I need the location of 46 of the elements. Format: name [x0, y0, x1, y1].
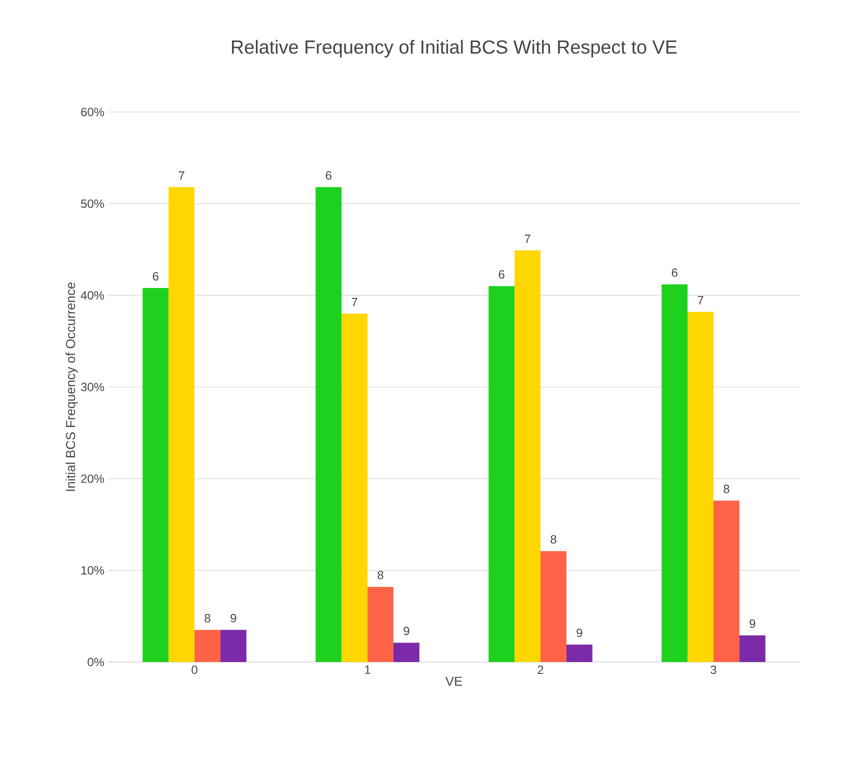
bar — [142, 288, 169, 662]
text: 7 — [524, 234, 530, 243]
bar — [566, 644, 592, 662]
text: 9 — [576, 628, 582, 638]
y-tick-label: 40% — [80, 291, 104, 300]
x-axis-title: VE — [445, 676, 462, 686]
x-tick-label: 1 — [365, 666, 370, 674]
y-tick-label: 30% — [81, 382, 104, 392]
text: 6 — [326, 171, 332, 180]
bar — [662, 284, 688, 662]
bar — [714, 500, 740, 662]
chart-title: Relative Frequency of Initial BCS With Respect to VE — [232, 40, 677, 58]
bar — [220, 630, 246, 662]
text: 8 — [378, 570, 384, 580]
text: 6 — [152, 272, 158, 280]
bar — [488, 286, 515, 662]
text: 7 — [352, 298, 358, 306]
series-label: 9 — [230, 614, 236, 622]
text: 8 — [550, 535, 556, 544]
bar — [514, 250, 541, 662]
text: 6 — [498, 270, 504, 279]
bar — [739, 635, 766, 662]
bar — [688, 312, 714, 662]
bar — [368, 586, 394, 662]
y-axis-title: Initial BCS Frequency of Occurrence — [66, 282, 78, 491]
x-tick-label: 2 — [538, 666, 544, 674]
text: 7 — [178, 171, 184, 180]
x-tick-label: 3 — [710, 666, 716, 674]
bar — [342, 314, 368, 662]
y-tick-label: 0% — [88, 658, 104, 666]
text: 8 — [724, 484, 730, 494]
x-tick-label: 0 — [192, 666, 198, 674]
bar — [168, 187, 194, 662]
y-tick-label: 50% — [81, 199, 104, 208]
y-tick-label: 20% — [81, 474, 104, 483]
text: 9 — [750, 619, 756, 628]
series-label: 6 — [672, 268, 678, 277]
bar — [316, 187, 342, 662]
y-tick-label: 60% — [81, 108, 104, 116]
series-label: 8 — [204, 614, 210, 622]
bar — [540, 551, 566, 662]
series-label: 7 — [698, 296, 704, 304]
bar — [393, 642, 420, 662]
bar — [194, 630, 220, 662]
text: 9 — [404, 626, 410, 636]
y-tick-label: 10% — [81, 566, 104, 575]
